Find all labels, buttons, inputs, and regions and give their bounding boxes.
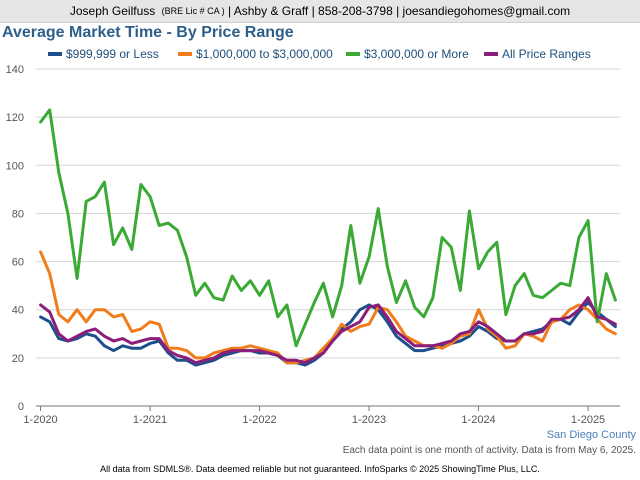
legend-label: $3,000,000 or More (364, 47, 469, 61)
agent-contact: | Ashby & Graff | 858-208-3798 | joesand… (227, 4, 571, 18)
region-label: San Diego County (546, 429, 636, 441)
y-tick-label: 40 (12, 305, 24, 317)
x-tick-label: 1-2021 (133, 414, 167, 426)
agent-header: Joseph Geilfuss (BRE Lic # CA ) | Ashby … (0, 0, 640, 23)
x-tick-label: 1-2025 (571, 414, 605, 426)
disclaimer: All data from SDMLS®. Data deemed reliab… (100, 464, 540, 474)
legend-label: $999,999 or Less (66, 47, 159, 61)
series-line-3 (39, 296, 617, 365)
y-tick-label: 20 (12, 353, 24, 365)
series-line-2 (39, 108, 617, 348)
agent-name: Joseph Geilfuss (69, 4, 156, 18)
legend-label: $1,000,000 to $3,000,000 (196, 47, 333, 61)
x-tick-label: 1-2020 (23, 414, 57, 426)
x-tick-label: 1-2024 (461, 414, 495, 426)
legend-label: All Price Ranges (502, 47, 591, 61)
y-tick-label: 140 (6, 64, 24, 76)
chart-title: Average Market Time - By Price Range (2, 24, 294, 41)
y-tick-label: 120 (6, 112, 24, 124)
y-tick-label: 100 (6, 160, 24, 172)
y-tick-label: 80 (12, 208, 24, 220)
y-tick-label: 60 (12, 257, 24, 269)
x-tick-label: 1-2023 (352, 414, 386, 426)
footnote: Each data point is one month of activity… (342, 445, 636, 456)
agent-license: (BRE Lic # CA ) (161, 6, 225, 16)
x-tick-label: 1-2022 (242, 414, 276, 426)
y-tick-label: 0 (18, 401, 24, 413)
series-line-1 (39, 250, 617, 365)
